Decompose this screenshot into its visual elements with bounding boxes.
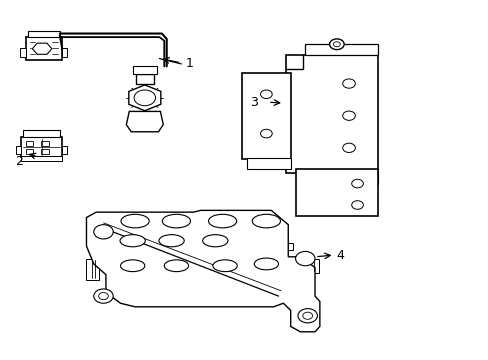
Circle shape — [297, 309, 317, 323]
Circle shape — [134, 90, 155, 106]
FancyBboxPatch shape — [305, 44, 377, 55]
Polygon shape — [86, 210, 319, 332]
FancyBboxPatch shape — [26, 37, 62, 60]
Circle shape — [351, 201, 363, 209]
Circle shape — [342, 79, 355, 88]
FancyBboxPatch shape — [242, 73, 290, 158]
Circle shape — [260, 90, 272, 99]
Ellipse shape — [202, 235, 227, 247]
Circle shape — [342, 111, 355, 120]
Polygon shape — [128, 85, 161, 111]
Ellipse shape — [120, 235, 145, 247]
FancyBboxPatch shape — [108, 243, 292, 249]
FancyBboxPatch shape — [285, 55, 377, 173]
FancyBboxPatch shape — [26, 141, 33, 146]
FancyBboxPatch shape — [246, 158, 290, 168]
FancyBboxPatch shape — [20, 48, 26, 57]
Polygon shape — [126, 111, 163, 132]
Circle shape — [295, 251, 314, 266]
FancyBboxPatch shape — [136, 73, 153, 84]
FancyBboxPatch shape — [329, 172, 377, 184]
Ellipse shape — [252, 214, 280, 228]
FancyBboxPatch shape — [26, 149, 33, 154]
Circle shape — [94, 289, 113, 303]
Ellipse shape — [159, 235, 184, 247]
Ellipse shape — [254, 258, 278, 270]
FancyBboxPatch shape — [16, 146, 21, 154]
Circle shape — [333, 42, 340, 47]
Ellipse shape — [212, 260, 237, 272]
FancyBboxPatch shape — [41, 141, 49, 146]
Ellipse shape — [164, 260, 188, 272]
FancyBboxPatch shape — [28, 31, 60, 37]
Text: 2: 2 — [15, 155, 23, 168]
FancyBboxPatch shape — [86, 258, 99, 280]
Text: 1: 1 — [185, 57, 193, 70]
FancyBboxPatch shape — [21, 157, 62, 161]
Circle shape — [94, 225, 113, 239]
Circle shape — [329, 39, 344, 50]
FancyBboxPatch shape — [309, 258, 318, 273]
Circle shape — [351, 179, 363, 188]
Circle shape — [99, 293, 108, 300]
Ellipse shape — [120, 260, 144, 272]
FancyBboxPatch shape — [41, 149, 49, 154]
FancyBboxPatch shape — [132, 66, 157, 73]
FancyBboxPatch shape — [23, 130, 60, 137]
FancyBboxPatch shape — [62, 48, 67, 57]
FancyBboxPatch shape — [62, 146, 67, 154]
Ellipse shape — [208, 214, 236, 228]
Text: 3: 3 — [250, 96, 258, 109]
FancyBboxPatch shape — [21, 137, 62, 157]
Ellipse shape — [162, 214, 190, 228]
Circle shape — [302, 312, 312, 319]
Circle shape — [342, 143, 355, 153]
Ellipse shape — [121, 214, 149, 228]
Circle shape — [260, 129, 272, 138]
FancyBboxPatch shape — [295, 169, 377, 216]
Text: 4: 4 — [335, 248, 343, 261]
Polygon shape — [32, 43, 52, 54]
FancyBboxPatch shape — [113, 268, 273, 275]
